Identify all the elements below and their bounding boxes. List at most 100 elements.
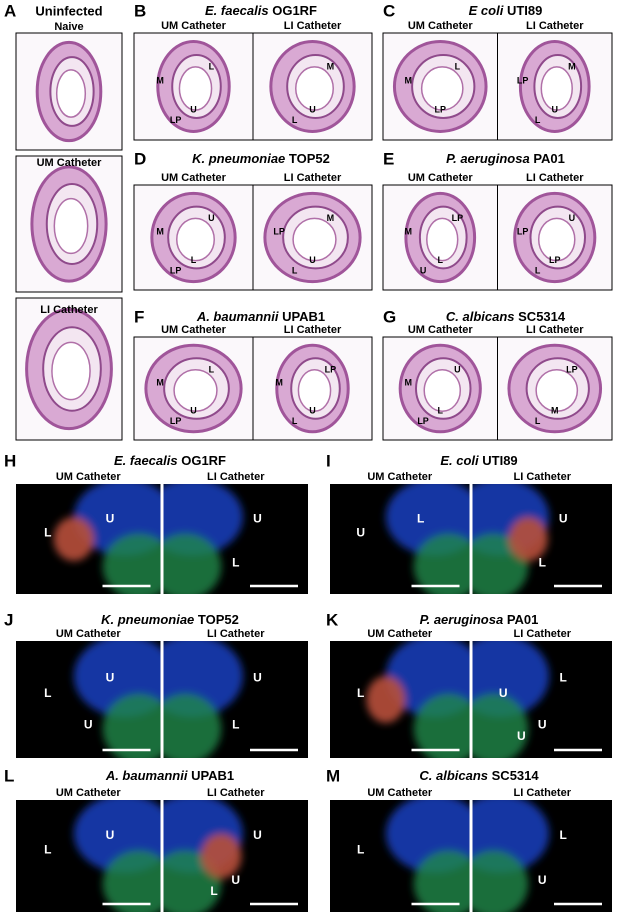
stain-green <box>163 533 222 594</box>
image-label: LI Catheter <box>207 471 265 483</box>
annotation: L <box>44 843 51 857</box>
annotation: L <box>357 843 364 857</box>
annotation: M <box>404 227 412 237</box>
strain: TOP52 <box>198 612 239 627</box>
annotation: L <box>292 265 298 275</box>
annotation: M <box>156 227 164 237</box>
annotation: U <box>106 511 115 525</box>
annotation: U <box>309 104 316 114</box>
tissue <box>53 484 161 594</box>
image-label: UM Catheter <box>408 20 474 32</box>
strain: OG1RF <box>272 3 317 18</box>
annotation: L <box>44 526 51 540</box>
annotation: U <box>231 873 240 887</box>
tissue <box>163 484 243 594</box>
annotation: U <box>84 717 93 731</box>
stain-green <box>102 850 161 912</box>
panel-title: A. baumannii UPAB1 <box>196 309 325 324</box>
annotation: U <box>208 213 215 223</box>
lumen <box>537 217 576 262</box>
image-frame <box>15 297 123 441</box>
stain-green <box>472 850 529 912</box>
lumen <box>535 368 579 413</box>
stain-green <box>102 533 161 594</box>
annotation: U <box>106 828 115 842</box>
annotation: M <box>275 378 283 388</box>
annotation: U <box>309 255 316 265</box>
panel-letter: B <box>134 1 146 20</box>
lumen <box>540 66 573 111</box>
stain-red <box>508 517 548 561</box>
image-label: UM Catheter <box>37 157 103 169</box>
annotation: LP <box>170 416 182 426</box>
image-label: Naive <box>54 21 83 33</box>
panel-title: P. aeruginosa PA01 <box>420 612 539 627</box>
panel-letter: C <box>383 1 395 20</box>
panel-letter: L <box>4 766 14 785</box>
annotation: LP <box>517 227 529 237</box>
image-frame <box>497 336 613 441</box>
annotation: U <box>454 364 461 374</box>
annotation: LP <box>417 416 429 426</box>
annotation: U <box>559 511 568 525</box>
annotation: L <box>539 555 546 569</box>
annotation: U <box>190 406 197 416</box>
lumen <box>55 69 87 118</box>
panel-letter: J <box>4 610 13 629</box>
organism: K. pneumoniae <box>101 612 194 627</box>
annotation: L <box>232 717 239 731</box>
panel-title: C. albicans SC5314 <box>446 309 566 324</box>
stain-green <box>163 693 222 758</box>
tissue <box>73 641 161 758</box>
image-label: UM Catheter <box>56 628 122 640</box>
tissue <box>385 800 470 912</box>
strain: SC5314 <box>518 309 566 324</box>
organism: E. faecalis <box>114 453 178 468</box>
lumen <box>423 368 462 413</box>
annotation: U <box>499 686 508 700</box>
organism: E. faecalis <box>205 3 269 18</box>
panel-title: E. coli UTI89 <box>440 453 517 468</box>
image-label: LI Catheter <box>526 324 584 336</box>
annotation: L <box>560 671 567 685</box>
panel-letter: A <box>4 1 16 20</box>
annotation: L <box>209 364 215 374</box>
annotation: M <box>551 406 559 416</box>
panel-title: Uninfected <box>35 3 102 18</box>
tissue <box>472 641 550 758</box>
panel-title: E. faecalis OG1RF <box>205 3 317 18</box>
annotation: L <box>438 406 444 416</box>
annotation: LP <box>549 255 561 265</box>
image-label: LI Catheter <box>207 628 265 640</box>
annotation: M <box>156 378 164 388</box>
panel-title: A. baumannii UPAB1 <box>105 768 234 783</box>
stain-red <box>366 676 406 723</box>
annotation: U <box>309 406 316 416</box>
stain-red <box>201 833 242 879</box>
tissue <box>385 484 470 594</box>
tissue <box>472 484 550 594</box>
image-frame <box>15 32 123 151</box>
stain-green <box>102 693 161 758</box>
tissue <box>366 641 470 758</box>
annotation: U <box>538 873 547 887</box>
annotation: L <box>438 255 444 265</box>
lumen <box>295 66 334 111</box>
annotation: M <box>404 378 412 388</box>
annotation: U <box>356 526 365 540</box>
annotation: M <box>327 213 335 223</box>
organism: E coli <box>469 3 504 18</box>
strain: TOP52 <box>289 151 330 166</box>
panel-letter: H <box>4 451 16 470</box>
stain-red <box>53 517 95 561</box>
panel-title: K. pneumoniae TOP52 <box>192 151 330 166</box>
panel-title: E. faecalis OG1RF <box>114 453 226 468</box>
panel-title: K. pneumoniae TOP52 <box>101 612 239 627</box>
annotation: U <box>190 104 197 114</box>
image-label: LI Catheter <box>514 628 572 640</box>
panel-letter: E <box>383 149 394 168</box>
image-label: LI Catheter <box>207 787 265 799</box>
panel-title: E coli UTI89 <box>469 3 543 18</box>
annotation: U <box>552 104 559 114</box>
organism: P. aeruginosa <box>420 612 504 627</box>
